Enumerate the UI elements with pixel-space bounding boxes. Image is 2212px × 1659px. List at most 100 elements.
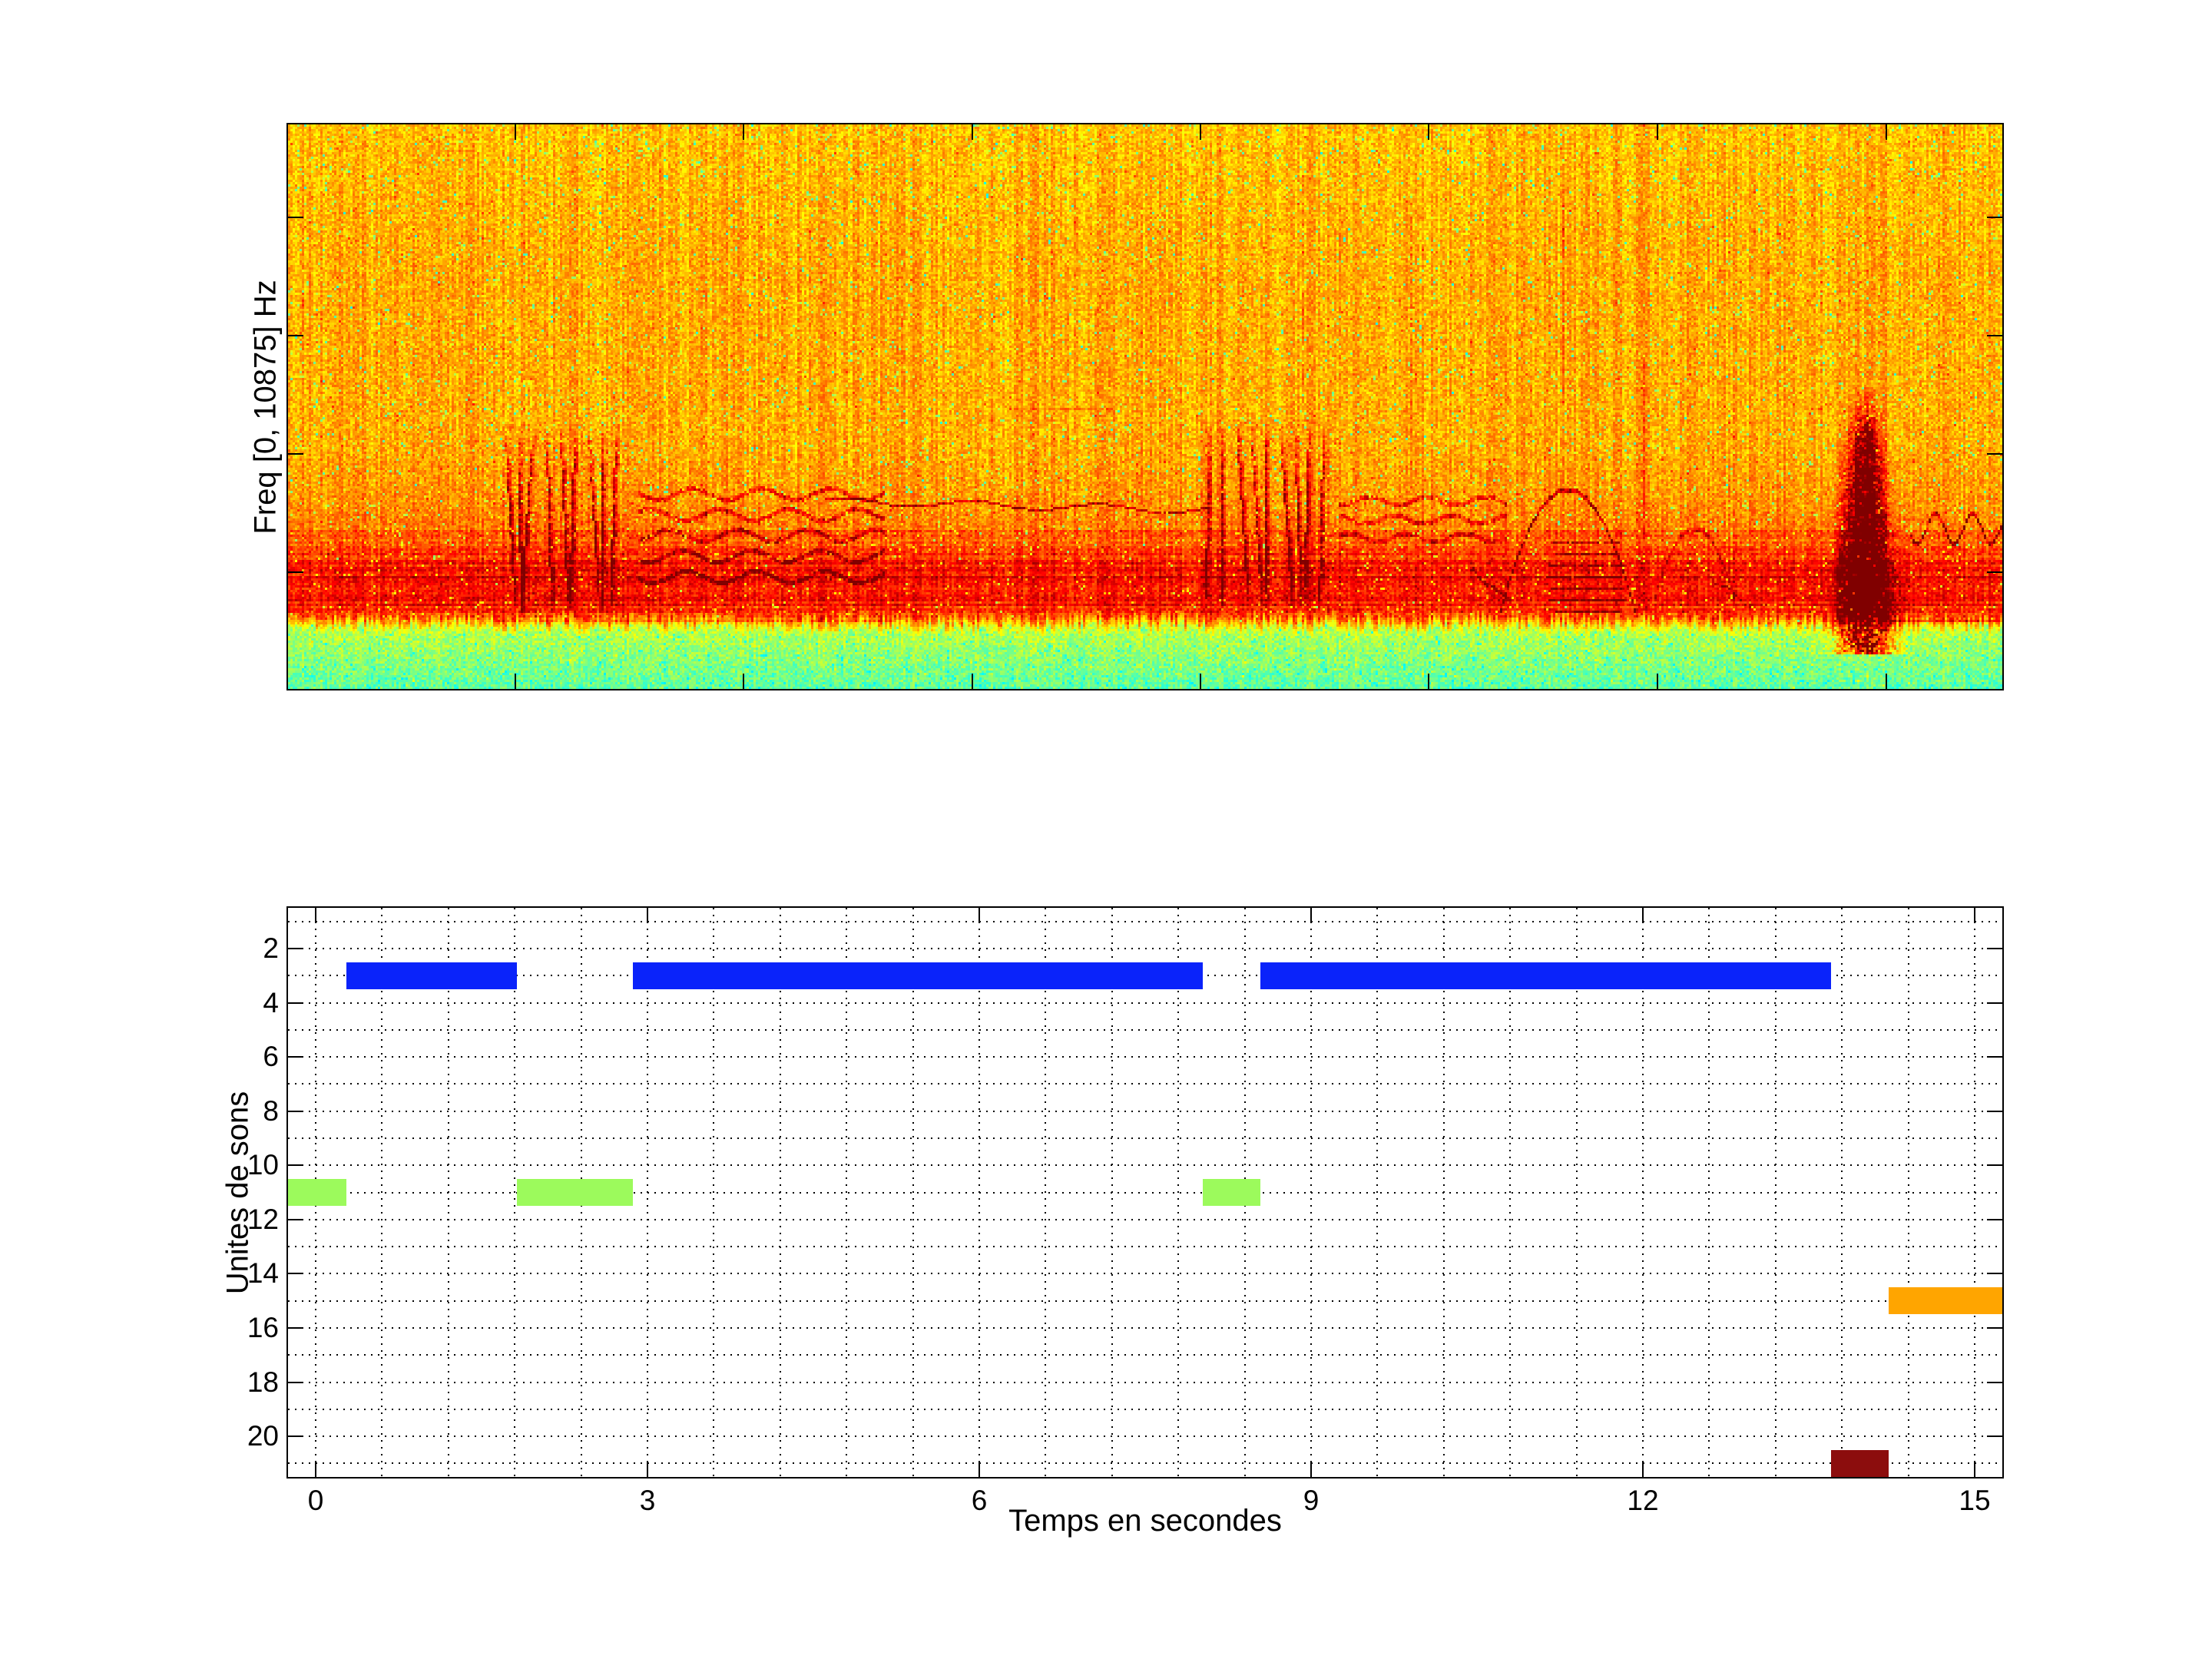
units-y-tick-label: 20 xyxy=(247,1420,279,1452)
grid-line-horizontal xyxy=(288,1056,2002,1058)
units-y-tick xyxy=(1987,1164,2002,1167)
units-y-tick xyxy=(288,1110,303,1112)
units-y-tick xyxy=(288,1435,303,1438)
grid-line-horizontal xyxy=(288,1326,2002,1329)
units-x-tick-label: 6 xyxy=(971,1485,988,1516)
units-y-tick xyxy=(1987,1002,2002,1004)
bar-segment-unit-11-segment-3 xyxy=(1202,1178,1260,1207)
spectrogram-y-tick xyxy=(1987,453,2002,455)
units-y-tick xyxy=(1987,947,2002,949)
grid-line-horizontal xyxy=(288,1137,2002,1139)
grid-line-horizontal xyxy=(288,1435,2002,1438)
grid-line-horizontal xyxy=(288,947,2002,949)
units-x-tick-label: 12 xyxy=(1627,1485,1659,1516)
units-x-tick xyxy=(979,1462,980,1477)
units-y-tick xyxy=(288,1218,303,1220)
spectrogram-ylabel: Freq [0, 10875] Hz xyxy=(248,280,283,535)
spectrogram-image xyxy=(288,124,2002,689)
spectrogram-plot xyxy=(286,123,2004,690)
units-y-tick xyxy=(288,1002,303,1004)
units-y-tick xyxy=(1987,1056,2002,1058)
units-x-tick xyxy=(1974,908,1975,923)
spectrogram-y-tick xyxy=(288,335,303,336)
units-x-tick xyxy=(647,908,648,923)
spectrogram-y-tick xyxy=(1987,217,2002,218)
spectrogram-x-tick xyxy=(1657,674,1658,689)
spectrogram-y-tick xyxy=(288,571,303,573)
grid-line-horizontal xyxy=(288,1381,2002,1383)
units-x-tick xyxy=(315,908,316,923)
units-x-tick-label: 0 xyxy=(307,1485,324,1516)
units-x-tick xyxy=(315,1462,316,1477)
spectrogram-x-tick xyxy=(515,124,516,140)
units-y-tick xyxy=(1987,1110,2002,1112)
grid-line-horizontal xyxy=(288,1273,2002,1275)
units-x-tick xyxy=(647,1462,648,1477)
units-y-tick-label: 16 xyxy=(247,1311,279,1343)
spectrogram-x-tick xyxy=(743,674,744,689)
spectrogram-y-tick xyxy=(1987,571,2002,573)
bar-segment-unit-11-segment-1 xyxy=(288,1178,347,1207)
bar-segment-unit-21-segment-1 xyxy=(1830,1449,1889,1477)
units-x-tick xyxy=(1974,1462,1975,1477)
units-y-tick xyxy=(288,1381,303,1383)
units-y-tick xyxy=(288,1326,303,1329)
units-y-tick xyxy=(1987,1273,2002,1275)
grid-line-horizontal xyxy=(288,1462,2002,1465)
spectrogram-x-tick xyxy=(1657,124,1658,140)
spectrogram-x-tick xyxy=(1886,674,1887,689)
grid-line-horizontal xyxy=(288,1110,2002,1112)
units-y-tick xyxy=(1987,1218,2002,1220)
units-x-tick xyxy=(1310,908,1312,923)
units-xlabel: Temps en secondes xyxy=(1008,1504,1282,1538)
grid-line-horizontal xyxy=(288,1408,2002,1410)
grid-line-horizontal xyxy=(288,1191,2002,1194)
units-y-tick-label: 4 xyxy=(263,986,279,1018)
bar-segment-unit-3-segment-2 xyxy=(633,962,1203,989)
units-x-tick-label: 9 xyxy=(1303,1485,1320,1516)
units-x-tick xyxy=(1642,1462,1644,1477)
grid-line-horizontal xyxy=(288,1028,2002,1031)
units-x-tick-label: 15 xyxy=(1959,1485,1991,1516)
spectrogram-x-tick xyxy=(1200,674,1201,689)
units-y-tick-label: 6 xyxy=(263,1041,279,1073)
units-y-tick-label: 18 xyxy=(247,1366,279,1398)
spectrogram-x-tick xyxy=(743,124,744,140)
grid-line-horizontal xyxy=(288,1002,2002,1004)
units-x-tick xyxy=(979,908,980,923)
units-y-tick xyxy=(1987,1326,2002,1329)
bar-segment-unit-3-segment-1 xyxy=(346,962,518,989)
spectrogram-y-tick xyxy=(288,453,303,455)
units-y-tick xyxy=(288,1056,303,1058)
units-y-tick xyxy=(1987,1435,2002,1438)
spectrogram-y-tick xyxy=(1987,335,2002,336)
units-y-tick xyxy=(1987,1381,2002,1383)
spectrogram-x-tick xyxy=(1200,124,1201,140)
spectrogram-x-tick xyxy=(1428,124,1429,140)
spectrogram-x-tick xyxy=(972,674,973,689)
grid-line-horizontal xyxy=(288,1218,2002,1220)
units-y-tick-label: 2 xyxy=(263,932,279,964)
grid-line-horizontal xyxy=(288,1354,2002,1356)
grid-line-horizontal xyxy=(288,1164,2002,1167)
units-ylabel: Unites de sons xyxy=(220,1091,255,1295)
grid-line-horizontal xyxy=(288,1300,2002,1302)
bar-segment-unit-15-segment-1 xyxy=(1888,1287,2002,1315)
spectrogram-x-tick xyxy=(1428,674,1429,689)
grid-line-horizontal xyxy=(288,1083,2002,1085)
bar-segment-unit-11-segment-2 xyxy=(517,1178,634,1207)
units-x-tick xyxy=(1310,1462,1312,1477)
spectrogram-x-tick xyxy=(972,124,973,140)
spectrogram-x-tick xyxy=(1886,124,1887,140)
spectrogram-y-tick xyxy=(288,217,303,218)
units-plot xyxy=(286,906,2004,1479)
grid-line-horizontal xyxy=(288,920,2002,922)
units-y-tick xyxy=(288,947,303,949)
grid-line-horizontal xyxy=(288,1246,2002,1248)
units-y-tick xyxy=(288,1273,303,1275)
bar-segment-unit-3-segment-3 xyxy=(1260,962,1831,989)
units-x-tick-label: 3 xyxy=(639,1485,656,1516)
spectrogram-x-tick xyxy=(515,674,516,689)
units-x-tick xyxy=(1642,908,1644,923)
units-y-tick xyxy=(288,1164,303,1167)
